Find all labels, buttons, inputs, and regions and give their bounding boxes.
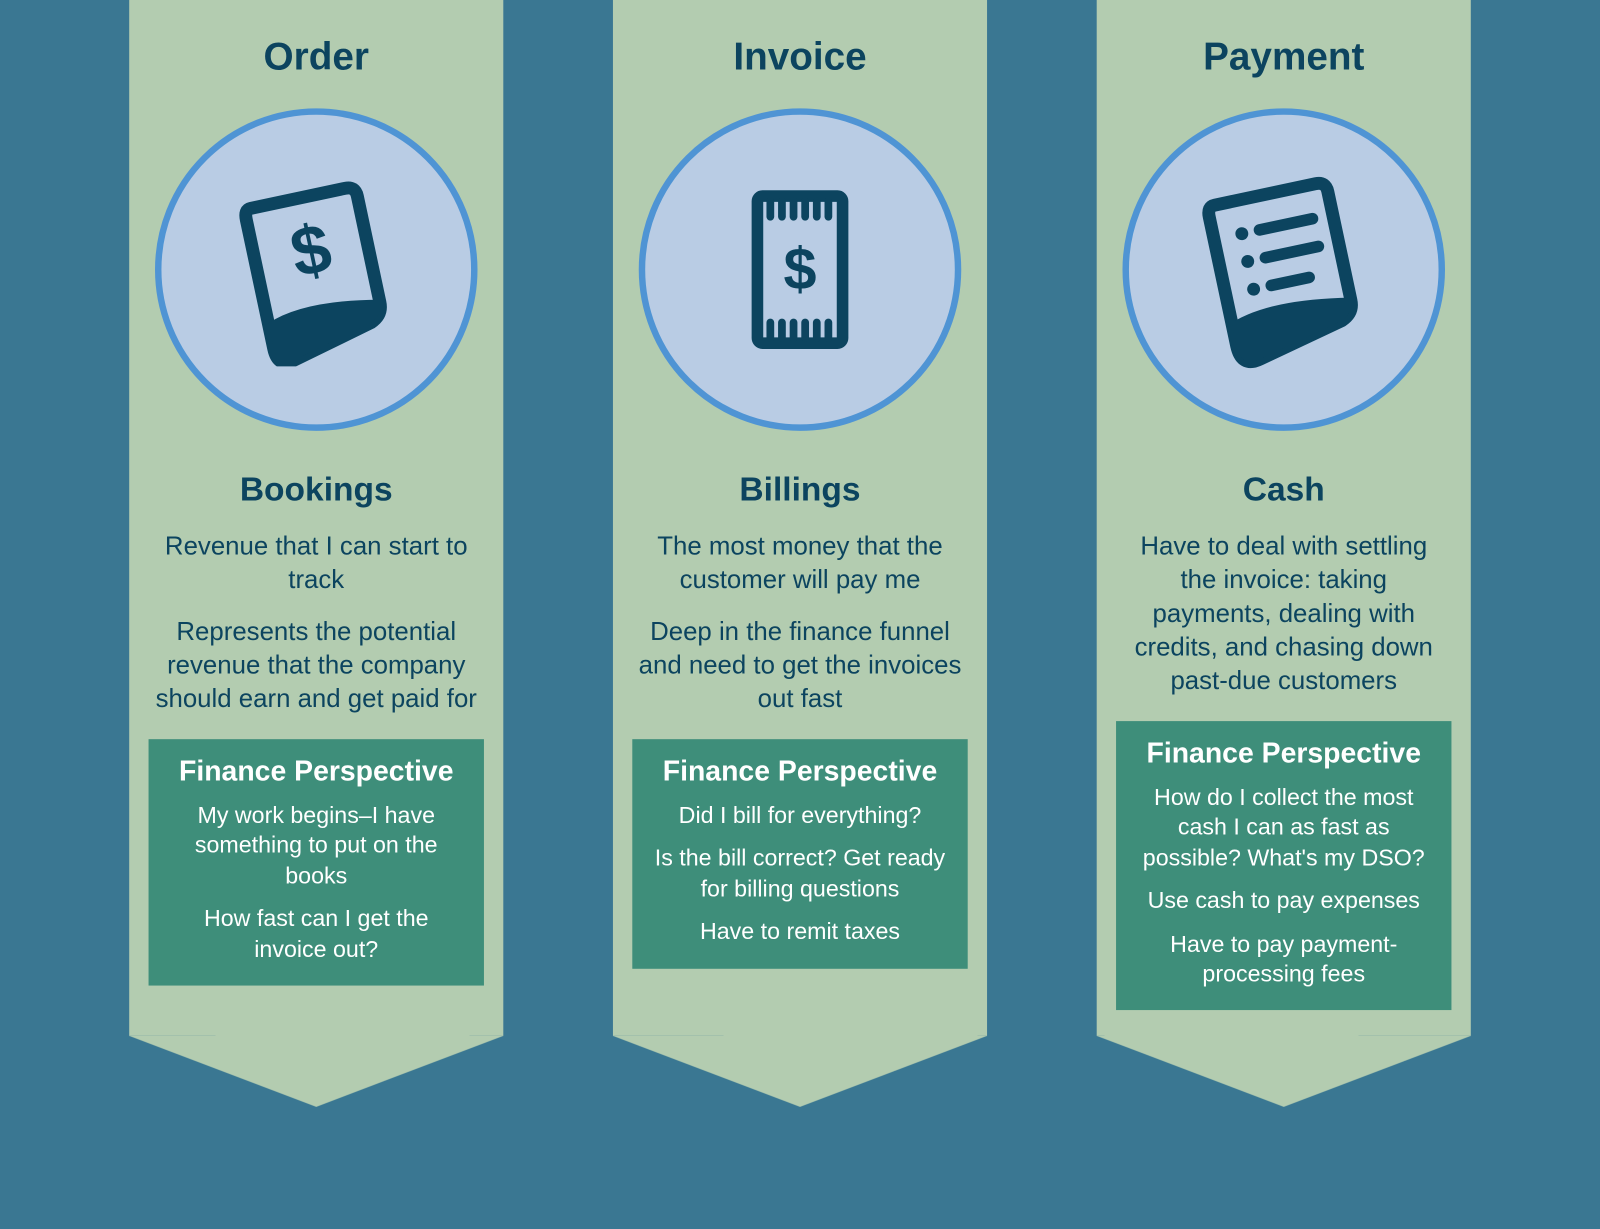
invoice-icon-circle: $ xyxy=(639,108,962,431)
perspective-item: Use cash to pay expenses xyxy=(1134,886,1433,916)
finance-perspective-box: Finance Perspective How do I collect the… xyxy=(1116,721,1451,1010)
column-invoice: Invoice xyxy=(613,0,987,1036)
finance-perspective-box: Finance Perspective Did I bill for every… xyxy=(632,739,967,968)
svg-text:$: $ xyxy=(284,208,338,292)
invoice-receipt-icon: $ xyxy=(703,173,897,366)
perspective-item: Did I bill for everything? xyxy=(650,801,949,831)
column-title: Payment xyxy=(1203,36,1364,80)
payment-icon-circle xyxy=(1123,108,1446,431)
svg-text:$: $ xyxy=(783,235,816,302)
payment-list-page-icon xyxy=(1181,166,1387,372)
description-text: Have to deal with settling the invoice: … xyxy=(1115,530,1453,698)
description-text: Represents the potential revenue that th… xyxy=(147,615,485,716)
column-subtitle: Billings xyxy=(739,470,860,510)
perspective-item: Have to remit taxes xyxy=(650,917,949,947)
column-subtitle: Cash xyxy=(1243,470,1325,510)
description-text: Deep in the finance funnel and need to g… xyxy=(631,615,969,716)
perspective-item: Have to pay payment-processing fees xyxy=(1134,930,1433,990)
perspective-item: How do I collect the most cash I can as … xyxy=(1134,783,1433,874)
finance-perspective-box: Finance Perspective My work begins–I hav… xyxy=(149,739,484,985)
column-payment: Payment Cash Have to dea xyxy=(1097,0,1471,1036)
perspective-item: How fast can I get the invoice out? xyxy=(167,905,466,965)
perspective-title: Finance Perspective xyxy=(650,755,949,789)
description-text: Revenue that I can start to track xyxy=(147,530,485,597)
column-title: Invoice xyxy=(733,36,866,80)
perspective-title: Finance Perspective xyxy=(167,755,466,789)
description-text: The most money that the customer will pa… xyxy=(631,530,969,597)
perspective-item: Is the bill correct? Get ready for billi… xyxy=(650,844,949,904)
perspective-title: Finance Perspective xyxy=(1134,737,1433,771)
order-dollar-page-icon: $ xyxy=(220,173,414,366)
column-subtitle: Bookings xyxy=(240,470,393,510)
column-title: Order xyxy=(264,36,369,80)
perspective-item: My work begins–I have something to put o… xyxy=(167,801,466,892)
order-icon-circle: $ xyxy=(155,108,478,431)
column-order: Order $ Bookings Revenue that I can star… xyxy=(129,0,503,1036)
infographic-container: Order $ Bookings Revenue that I can star… xyxy=(0,0,1600,1036)
